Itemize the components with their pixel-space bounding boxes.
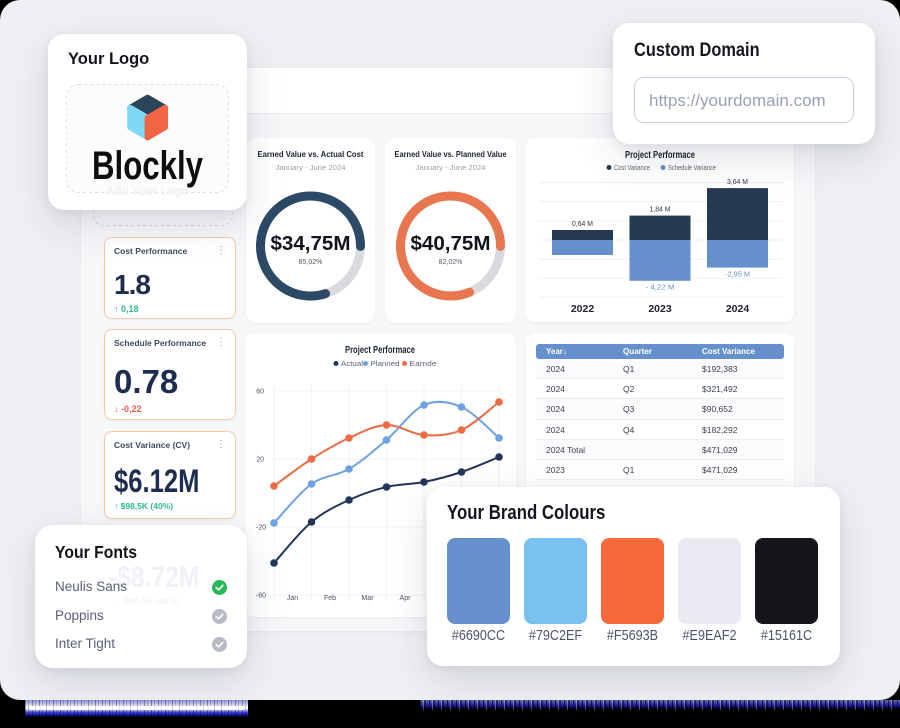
svg-text:Project Performace: Project Performace	[345, 345, 415, 356]
svg-text:-20: -20	[256, 525, 266, 532]
svg-text:Mar: Mar	[361, 595, 374, 602]
svg-text:-60: -60	[256, 593, 266, 600]
svg-text:Feb: Feb	[324, 595, 336, 602]
svg-text:2022: 2022	[571, 303, 595, 315]
svg-text:2024: 2024	[726, 303, 750, 315]
svg-text:Earned Value vs. Planned Value: Earned Value vs. Planned Value	[395, 149, 507, 159]
svg-text:$40,75M: $40,75M	[411, 233, 491, 255]
svg-text:Planned: Planned	[371, 361, 400, 368]
svg-text:1,84 M: 1,84 M	[650, 205, 671, 214]
svg-text:$34,75M: $34,75M	[271, 233, 351, 255]
svg-text:-2,95 M: -2,95 M	[725, 270, 750, 279]
svg-text:January - June 2024: January - June 2024	[416, 163, 486, 172]
svg-text:20: 20	[256, 457, 264, 464]
svg-text:2023: 2023	[648, 303, 672, 315]
svg-text:82,02%: 82,02%	[439, 259, 463, 266]
svg-text:85,02%: 85,02%	[299, 259, 323, 266]
svg-text:Project Performace: Project Performace	[625, 150, 695, 161]
svg-text:Earned Value vs. Actual Cost: Earned Value vs. Actual Cost	[258, 149, 364, 159]
svg-text:- 4,22 M: - 4,22 M	[646, 283, 675, 292]
svg-text:Jan: Jan	[287, 595, 298, 602]
svg-text:60: 60	[256, 389, 264, 396]
svg-text:Earnde: Earnde	[410, 361, 437, 368]
svg-text:January - June 2024: January - June 2024	[276, 163, 346, 172]
svg-text:Schedule Variance: Schedule Variance	[668, 165, 716, 172]
svg-text:0,64 M: 0,64 M	[572, 219, 593, 228]
svg-text:Cost Variance: Cost Variance	[614, 165, 650, 172]
svg-text:3,64 M: 3,64 M	[727, 177, 748, 186]
svg-text:Actual: Actual	[341, 361, 363, 368]
svg-text:Apr: Apr	[400, 595, 412, 602]
